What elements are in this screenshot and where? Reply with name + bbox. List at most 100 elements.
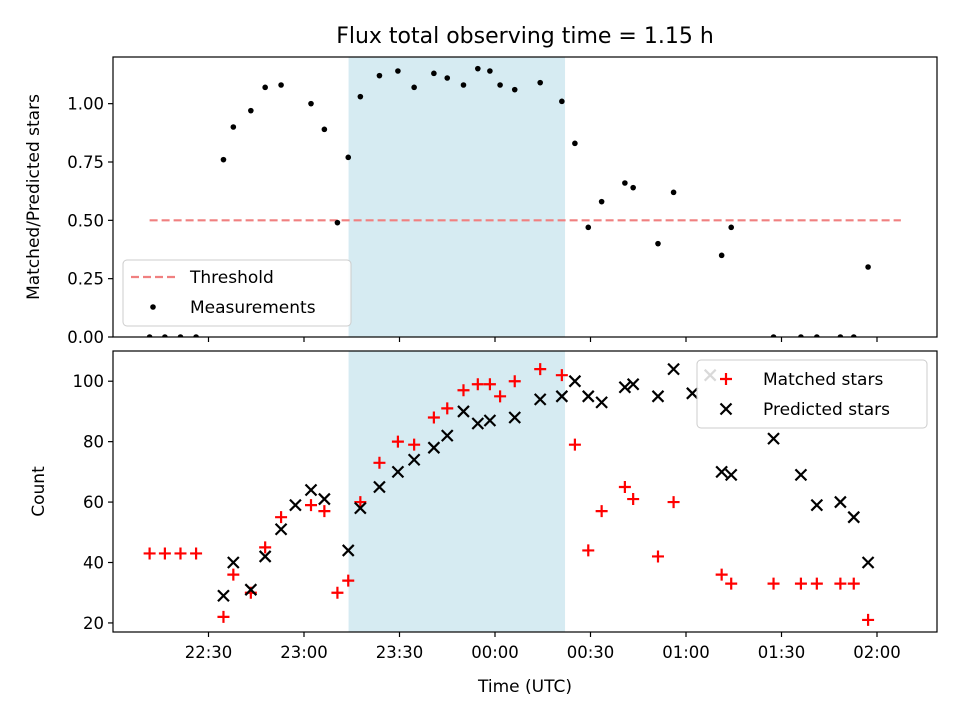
measurement-point bbox=[278, 82, 284, 88]
matched-stars-point bbox=[471, 378, 484, 391]
predicted-stars-point bbox=[715, 465, 728, 479]
predicted-stars-point bbox=[373, 480, 386, 494]
y-tick-label: 0.50 bbox=[67, 211, 104, 230]
measurement-point bbox=[622, 180, 628, 186]
measurement-point bbox=[345, 154, 352, 161]
measurement-point bbox=[537, 79, 544, 86]
predicted-stars-point bbox=[217, 589, 230, 603]
matched-stars-point bbox=[555, 369, 568, 382]
matched-stars-point bbox=[441, 402, 454, 415]
matched-stars-point bbox=[794, 577, 807, 590]
x-tick-label: 23:00 bbox=[280, 643, 328, 662]
matched-stars-point bbox=[534, 363, 547, 376]
matched-stars-point bbox=[408, 438, 421, 451]
predicted-stars-point bbox=[508, 411, 522, 424]
matched-stars-point bbox=[190, 547, 203, 560]
measurement-point bbox=[146, 334, 153, 337]
predicted-stars-point bbox=[667, 362, 680, 376]
x-tick-label: 01:30 bbox=[758, 643, 806, 662]
predicted-stars-point bbox=[244, 583, 258, 596]
x-tick-label: 23:30 bbox=[376, 643, 424, 662]
predicted-stars-point bbox=[407, 453, 421, 467]
predicted-stars-point bbox=[724, 468, 738, 482]
matched-stars-point bbox=[217, 610, 230, 623]
matched-stars-point bbox=[667, 496, 680, 509]
matched-stars-point bbox=[651, 550, 664, 563]
plot-area bbox=[146, 65, 901, 337]
measurement-point bbox=[487, 68, 493, 74]
matched-stars-point bbox=[275, 511, 288, 524]
predicted-stars-point bbox=[533, 393, 547, 406]
predicted-stars-point bbox=[767, 432, 780, 445]
predicted-stars-point bbox=[304, 483, 318, 497]
matched-stars-point bbox=[627, 493, 640, 506]
axes-frame bbox=[112, 350, 938, 633]
predicted-stars-point bbox=[341, 544, 355, 557]
predicted-stars-point bbox=[595, 396, 608, 409]
y-tick-label: 40 bbox=[83, 554, 104, 573]
measurement-point bbox=[262, 84, 268, 91]
measurement-point bbox=[497, 82, 503, 88]
top-panel: 0.00 0.25 0.50 0.75 1.00 Matched/Predicted st… bbox=[24, 56, 938, 347]
measurement-point bbox=[798, 334, 804, 337]
measurement-point bbox=[814, 334, 820, 337]
matched-stars-point bbox=[494, 390, 507, 403]
y-tick-label: 0.75 bbox=[67, 153, 104, 172]
shaded-interval bbox=[348, 351, 566, 632]
y-axis-label: Count bbox=[29, 466, 49, 517]
legend-predicted-label: Predicted stars bbox=[763, 400, 890, 420]
y-axis-label: Matched/Predicted stars bbox=[24, 94, 44, 300]
matched-stars-point bbox=[862, 613, 875, 626]
measurement-point bbox=[220, 156, 227, 163]
measurement-point bbox=[850, 334, 857, 337]
predicted-stars-point bbox=[651, 390, 665, 403]
predicted-stars-point bbox=[626, 377, 640, 391]
matched-stars-point bbox=[568, 438, 581, 451]
predicted-stars-point bbox=[618, 380, 632, 394]
legend-box bbox=[122, 259, 352, 327]
predicted-stars-point bbox=[483, 414, 497, 427]
x-tick-label: 22:30 bbox=[185, 643, 233, 662]
matched-stars-point bbox=[143, 547, 156, 560]
legend-matched-label: Matched stars bbox=[763, 370, 883, 390]
measurement-point bbox=[334, 219, 341, 226]
predicted-stars-point bbox=[391, 465, 405, 479]
x-tick-label: 00:30 bbox=[567, 643, 615, 662]
measurement-point bbox=[511, 86, 518, 93]
y-tick-label: 80 bbox=[83, 433, 104, 452]
measurement-point bbox=[177, 334, 184, 337]
predicted-stars-point bbox=[810, 498, 824, 512]
measurement-point bbox=[572, 140, 578, 147]
predicted-stars-point bbox=[274, 522, 288, 536]
legend-threshold-label: Threshold bbox=[189, 268, 274, 288]
matched-stars-point bbox=[259, 541, 272, 554]
matched-stars-point bbox=[767, 577, 780, 590]
matched-stars-point bbox=[305, 499, 318, 512]
predicted-stars-point bbox=[581, 390, 595, 403]
predicted-stars-point bbox=[471, 417, 485, 430]
measurement-point bbox=[865, 264, 871, 270]
matched-stars-point bbox=[174, 547, 187, 560]
matched-stars-point bbox=[331, 586, 344, 599]
y-tick-label: 0.25 bbox=[67, 270, 104, 289]
predicted-stars-point bbox=[227, 556, 240, 569]
matched-stars-point bbox=[354, 496, 367, 509]
matched-stars-point bbox=[227, 568, 240, 581]
measurement-point bbox=[460, 82, 467, 88]
matched-stars-point bbox=[391, 435, 404, 448]
matched-stars-point bbox=[715, 568, 728, 581]
matched-stars-point bbox=[847, 577, 860, 590]
legend-measurements-label: Measurements bbox=[190, 298, 316, 318]
measurement-point bbox=[475, 65, 481, 72]
measurement-point bbox=[308, 100, 314, 107]
predicted-stars-point bbox=[258, 550, 272, 563]
matched-stars-point bbox=[582, 544, 595, 557]
predicted-stars-point bbox=[318, 492, 331, 506]
measurement-point bbox=[655, 240, 661, 247]
predicted-stars-point bbox=[354, 501, 367, 515]
matched-stars-point bbox=[595, 505, 608, 518]
matched-stars-point bbox=[373, 456, 386, 469]
matched-stars-point bbox=[427, 411, 440, 424]
measurement-point bbox=[411, 84, 417, 91]
predicted-stars-point bbox=[834, 495, 847, 509]
